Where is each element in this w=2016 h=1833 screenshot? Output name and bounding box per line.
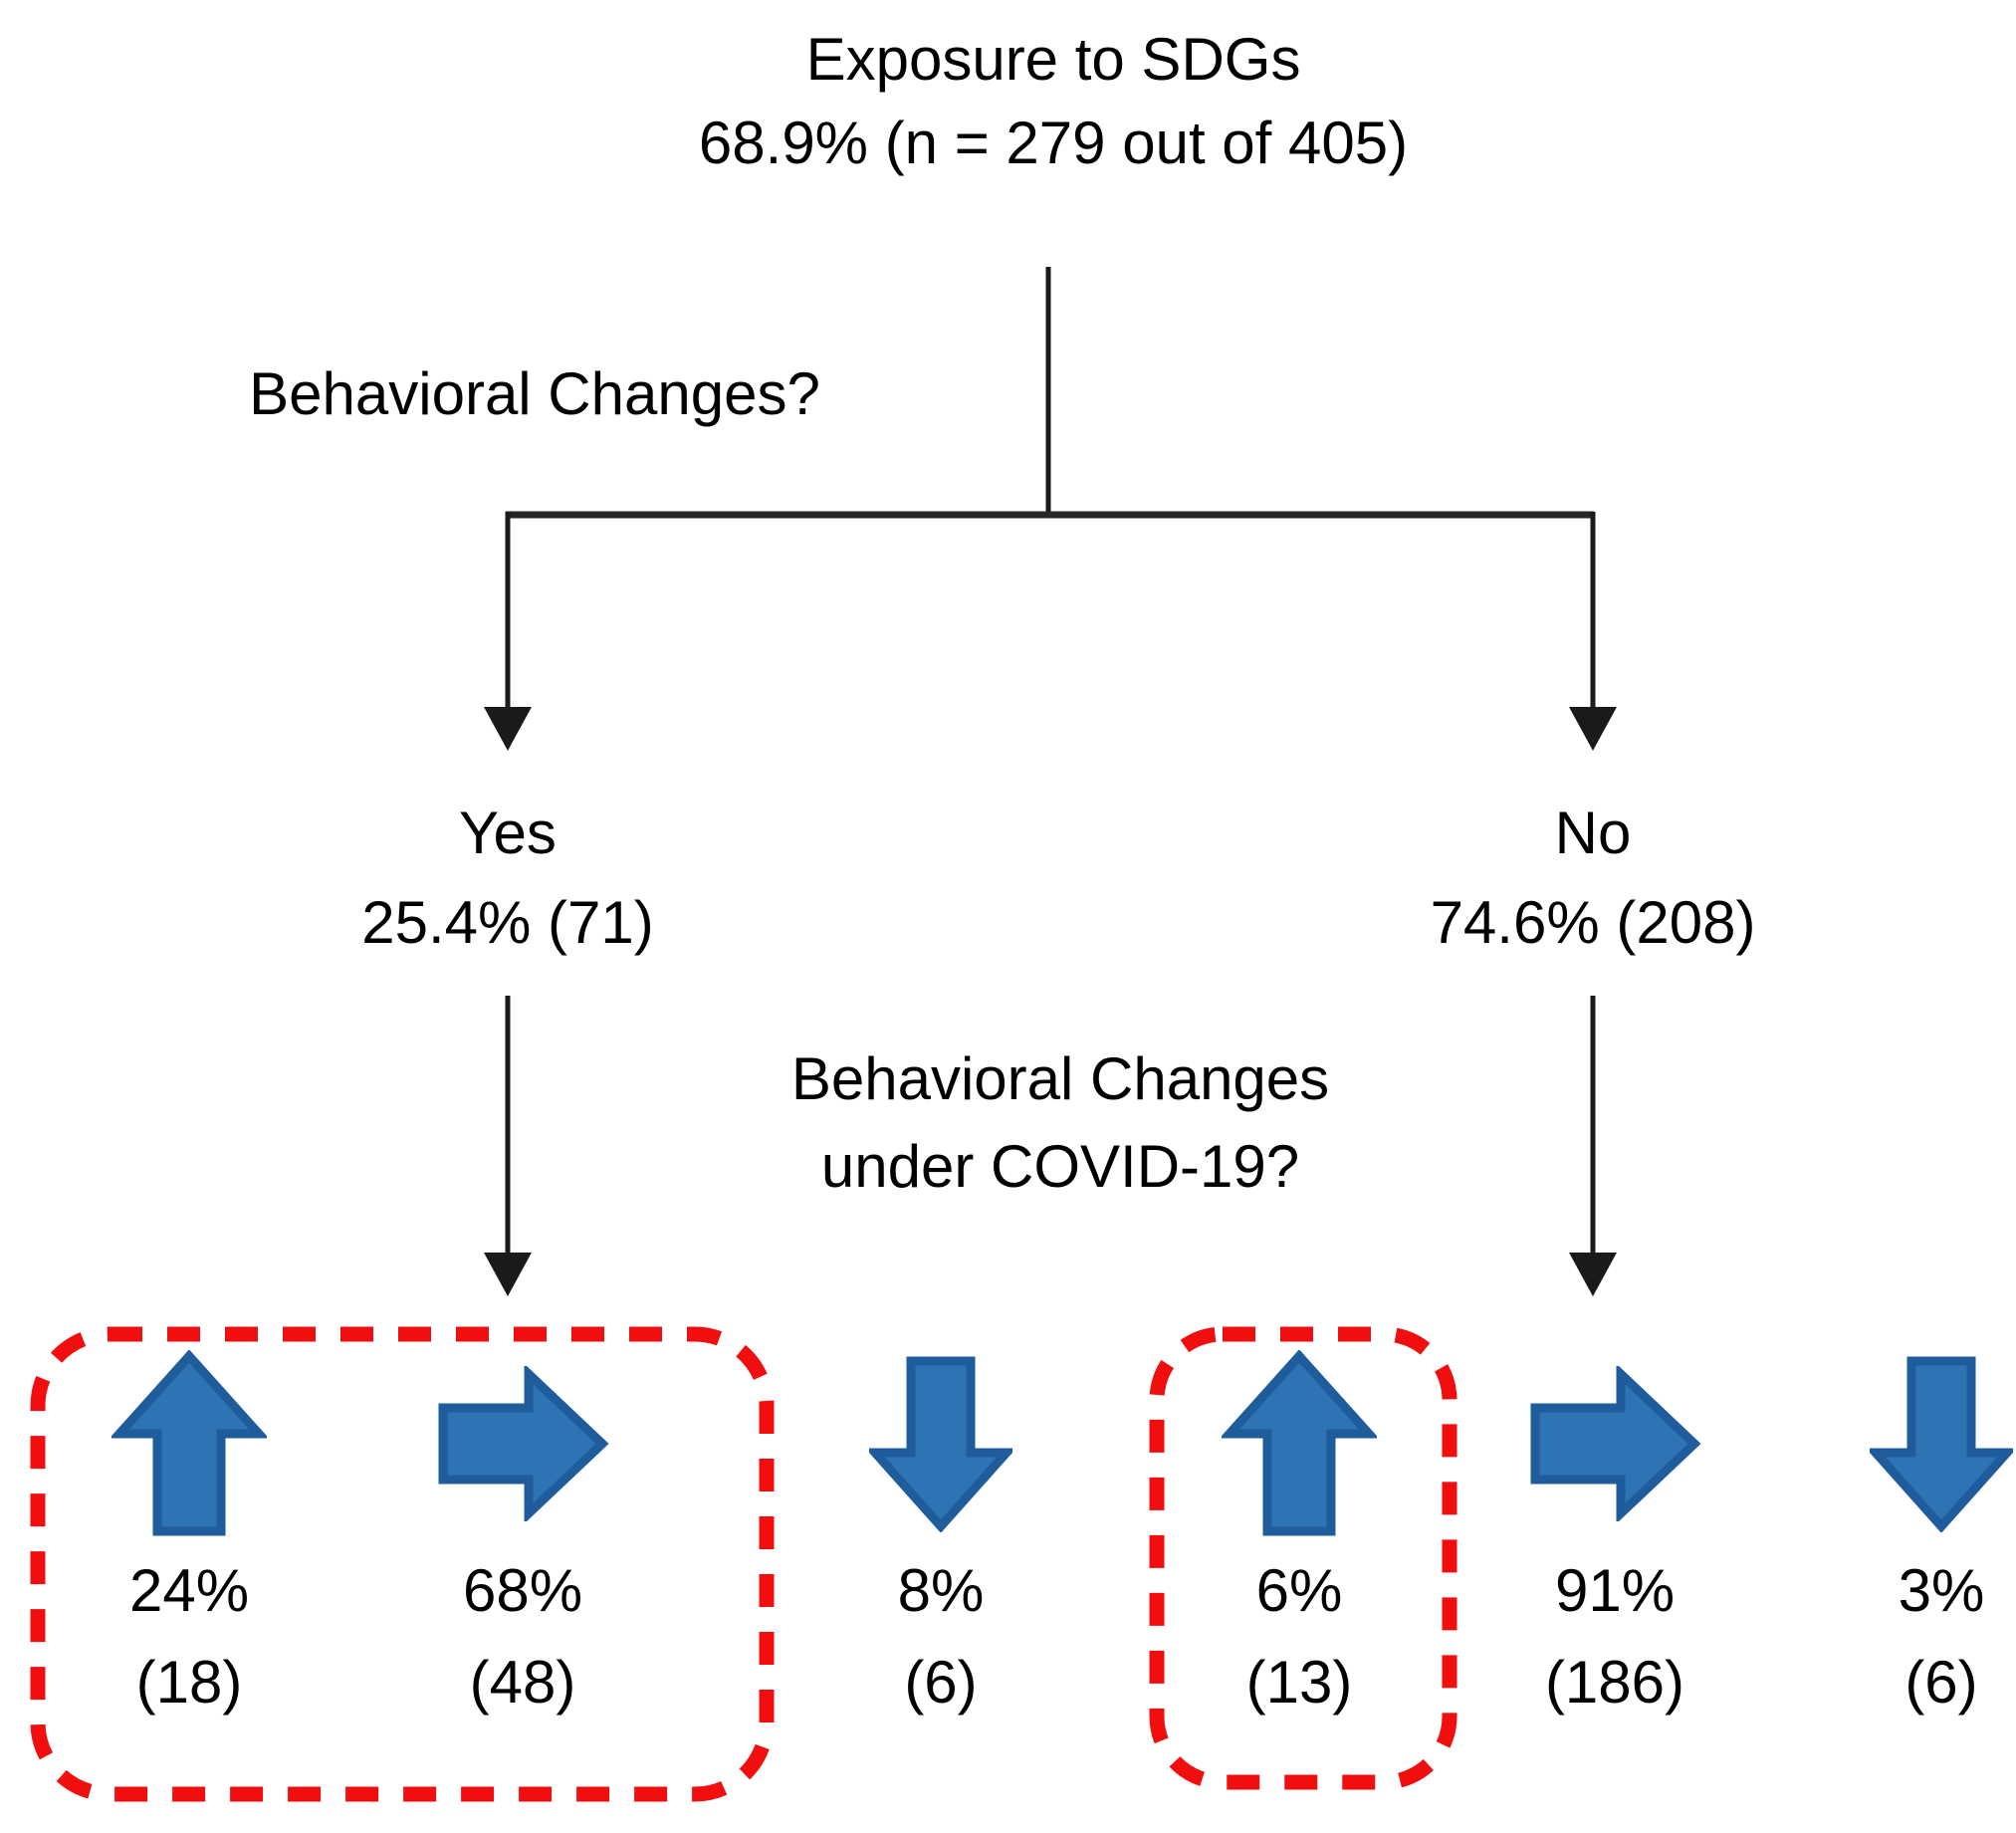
yes-branch-arrowhead-icon	[484, 707, 532, 751]
outcome-percent: 24%	[128, 1557, 250, 1624]
highlight-box-no-increase	[1149, 1326, 1457, 1790]
yes-node-label: Yes	[459, 800, 557, 866]
outcome-percent: 68%	[462, 1557, 583, 1624]
outcome-yes-increase: 24% (18)	[80, 1344, 299, 1728]
outcome-no-decrease: 3% (6)	[1832, 1344, 2016, 1728]
no-branch-arrowhead-icon	[1569, 707, 1617, 751]
outcome-percent: 6%	[1255, 1557, 1343, 1624]
question-behavioral-changes: Behavioral Changes?	[249, 360, 820, 427]
yes-outcome-arrowhead-icon	[484, 1253, 532, 1296]
outcome-yes-maintain: 68% (48)	[413, 1344, 632, 1728]
outcome-percent: 8%	[897, 1557, 985, 1624]
yes-node: Yes 25.4% (71)	[361, 789, 654, 968]
highlight-box-yes-increase-maintain	[30, 1326, 775, 1802]
outcome-percent: 91%	[1554, 1557, 1676, 1624]
question-covid-line2: under COVID-19?	[820, 1133, 1300, 1200]
outcome-no-increase: 6% (13)	[1190, 1344, 1409, 1728]
outcome-no-maintain: 91% (186)	[1505, 1344, 1724, 1728]
right-arrow-icon	[1530, 1366, 1701, 1521]
no-node: No 74.6% (208)	[1431, 789, 1756, 968]
outcome-count: (48)	[469, 1649, 576, 1716]
up-arrow-icon	[112, 1350, 267, 1536]
right-arrow-icon	[438, 1366, 609, 1521]
outcome-count: (13)	[1245, 1649, 1353, 1716]
question-covid-line1: Behavioral Changes	[790, 1045, 1330, 1112]
down-arrow-icon	[1870, 1356, 2013, 1532]
no-outcome-arrowhead-icon	[1569, 1253, 1617, 1296]
root-node: Exposure to SDGs 68.9% (n = 279 out of 4…	[699, 18, 1408, 185]
root-node-title: Exposure to SDGs	[805, 26, 1301, 93]
yes-node-stat: 25.4% (71)	[361, 889, 654, 956]
outcome-count: (6)	[904, 1649, 978, 1716]
no-node-label: No	[1554, 800, 1632, 866]
outcome-count: (186)	[1544, 1649, 1685, 1716]
root-node-stat: 68.9% (n = 279 out of 405)	[698, 110, 1409, 176]
question-covid: Behavioral Changes under COVID-19?	[791, 1035, 1329, 1211]
outcome-yes-decrease: 8% (6)	[831, 1344, 1050, 1728]
down-arrow-icon	[869, 1356, 1012, 1532]
no-node-stat: 74.6% (208)	[1430, 889, 1756, 956]
outcome-count: (6)	[1904, 1649, 1978, 1716]
outcome-percent: 3%	[1898, 1557, 1985, 1624]
outcome-count: (18)	[135, 1649, 243, 1716]
up-arrow-icon	[1222, 1350, 1377, 1536]
